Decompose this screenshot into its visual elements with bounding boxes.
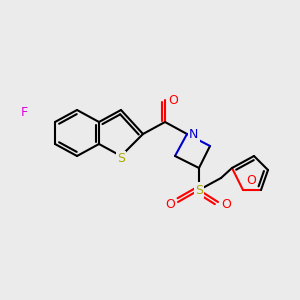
Text: N: N bbox=[189, 128, 198, 140]
Text: F: F bbox=[21, 106, 28, 118]
Text: S: S bbox=[195, 184, 203, 196]
Text: S: S bbox=[117, 152, 125, 166]
Text: O: O bbox=[221, 197, 231, 211]
Text: O: O bbox=[246, 174, 256, 187]
Text: O: O bbox=[165, 197, 175, 211]
Text: O: O bbox=[168, 94, 178, 106]
